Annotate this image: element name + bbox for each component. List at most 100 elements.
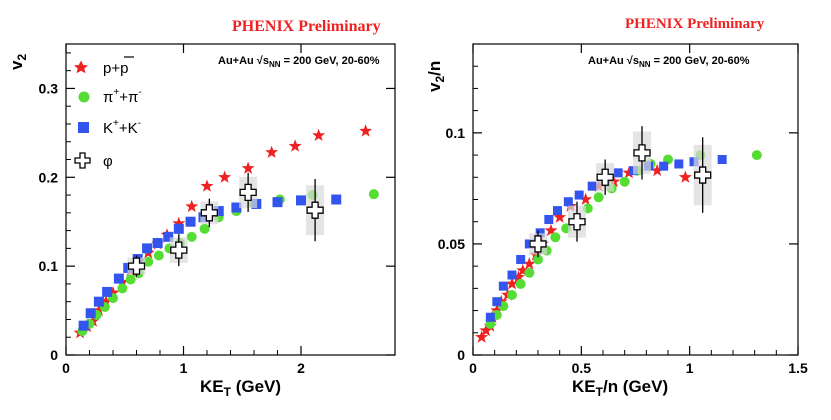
left-phi-point [239, 183, 257, 202]
left-x-tick-label: 0 [62, 360, 70, 376]
right-y-tick-label: 0.05 [438, 236, 465, 252]
right-proton-point [650, 163, 664, 177]
legend-item-phi: φ [74, 152, 113, 170]
right-proton-point [579, 192, 593, 205]
right-phi-point [633, 144, 651, 162]
left-kaon-point [173, 223, 184, 234]
left-x-tick-label: 1 [180, 360, 188, 376]
left-collision-label: Au+Au √sNN = 200 GeV, 20-60% [218, 55, 380, 69]
left-y-tick-label: 0.3 [39, 80, 59, 96]
left-pion-point [199, 223, 210, 234]
left-panel: PHENIX Preliminary Au+Au √sNN = 200 GeV,… [7, 18, 396, 399]
right-pion-point [550, 232, 561, 243]
left-kaon-point [163, 231, 174, 242]
left-proton-point [172, 216, 186, 229]
chart-marks: 0 1 2 0 0.1 0.2 0.3 0 0.5 1 1.5 0 0.05 0.1 [39, 43, 808, 376]
right-proton-point [544, 223, 558, 237]
right-collision-label: Au+Au √sNN = 200 GeV, 20-60% [588, 55, 750, 69]
legend-kaon-label: K++K- [103, 118, 141, 137]
left-pion-point [125, 274, 136, 285]
legend-item-pion: π++π- [78, 87, 142, 106]
right-kaon-point [574, 190, 584, 200]
right-panel: PHENIX Preliminary Au+Au √sNN = 200 GeV,… [425, 16, 799, 399]
right-y-axis-title: v2/n [425, 61, 447, 92]
right-kaon-point [659, 161, 669, 171]
right-proton-point [475, 330, 489, 343]
right-kaon-point [613, 168, 623, 178]
right-kaon-point [516, 254, 526, 264]
right-proton-point [516, 263, 530, 277]
left-proton-point [99, 294, 113, 308]
left-pion-point [117, 283, 128, 294]
left-phi-point [127, 257, 146, 275]
left-kaon-point [272, 197, 283, 208]
right-kaon-point [674, 159, 684, 169]
left-proton-point [312, 128, 326, 141]
left-proton-point [200, 179, 214, 192]
left-kaon-point [142, 243, 153, 254]
left-series-3 [127, 172, 325, 277]
right-kaon-point [553, 206, 562, 216]
right-kaon-point [485, 312, 495, 322]
left-proton-point [185, 199, 199, 213]
left-chart-group: 0 1 2 0 0.1 0.2 0.3 [39, 44, 395, 376]
right-phi-point [529, 235, 547, 253]
left-kaon-point [85, 308, 96, 319]
left-pion-point [186, 231, 197, 242]
right-x-tick-label: 0.5 [572, 360, 592, 376]
left-pion-point [143, 256, 154, 267]
legend-pion-label: π++π- [103, 87, 142, 106]
right-phi-point [568, 213, 586, 231]
right-pion-point [751, 150, 762, 161]
right-kaon-point [587, 181, 597, 191]
right-y-tick-label: 0 [457, 347, 465, 363]
right-proton-point [490, 303, 504, 317]
left-kaon-point [102, 286, 113, 297]
left-kaon-point [213, 206, 224, 217]
right-proton-point [522, 257, 536, 270]
right-pion-point [593, 192, 604, 203]
legend-proton-label: p+p [103, 60, 128, 77]
left-proton-point [92, 303, 106, 317]
right-kaon-point [498, 281, 508, 291]
legend-phi-cross-icon [74, 152, 91, 169]
right-proton-point [505, 277, 519, 290]
right-kaon-point [563, 197, 573, 207]
left-kaon-point [231, 202, 242, 213]
right-proton-point [553, 210, 567, 223]
right-preliminary-label: PHENIX Preliminary [625, 16, 765, 32]
right-pion-point [515, 278, 526, 289]
left-phi-point [200, 204, 218, 222]
left-series-2 [78, 194, 342, 331]
left-phi-point [306, 201, 324, 219]
right-proton-point [678, 170, 692, 183]
right-plot-frame [472, 43, 799, 356]
legend-item-kaon: K++K- [78, 118, 141, 137]
right-x-tick-label: 1 [686, 360, 694, 376]
right-x-axis-title: KET/n (GeV) [572, 377, 668, 399]
left-kaon-point [185, 216, 196, 227]
right-pion-point [524, 267, 535, 278]
right-kaon-point [507, 270, 517, 280]
left-series-0 [73, 124, 373, 339]
legend-phi-label: φ [103, 153, 113, 170]
left-proton-point [288, 139, 302, 152]
left-kaon-point [93, 296, 104, 307]
left-y-tick-label: 0.1 [39, 258, 59, 274]
right-x-tick-label: 1.5 [788, 360, 808, 376]
left-phi-point [170, 241, 188, 259]
left-kaon-point [331, 194, 342, 205]
left-proton-point [265, 145, 279, 158]
right-kaon-point [492, 297, 502, 307]
right-pion-point [507, 290, 517, 301]
left-y-tick-label: 0.2 [39, 169, 59, 185]
right-kaon-point [717, 155, 727, 165]
right-phi-point [596, 168, 614, 186]
right-phi-point [694, 166, 712, 184]
left-kaon-point [78, 320, 89, 331]
left-y-tick-label: 0 [50, 347, 58, 363]
left-x-tick-label: 2 [297, 360, 305, 376]
legend-pion-circle-icon [78, 91, 90, 103]
left-proton-point [359, 124, 373, 137]
